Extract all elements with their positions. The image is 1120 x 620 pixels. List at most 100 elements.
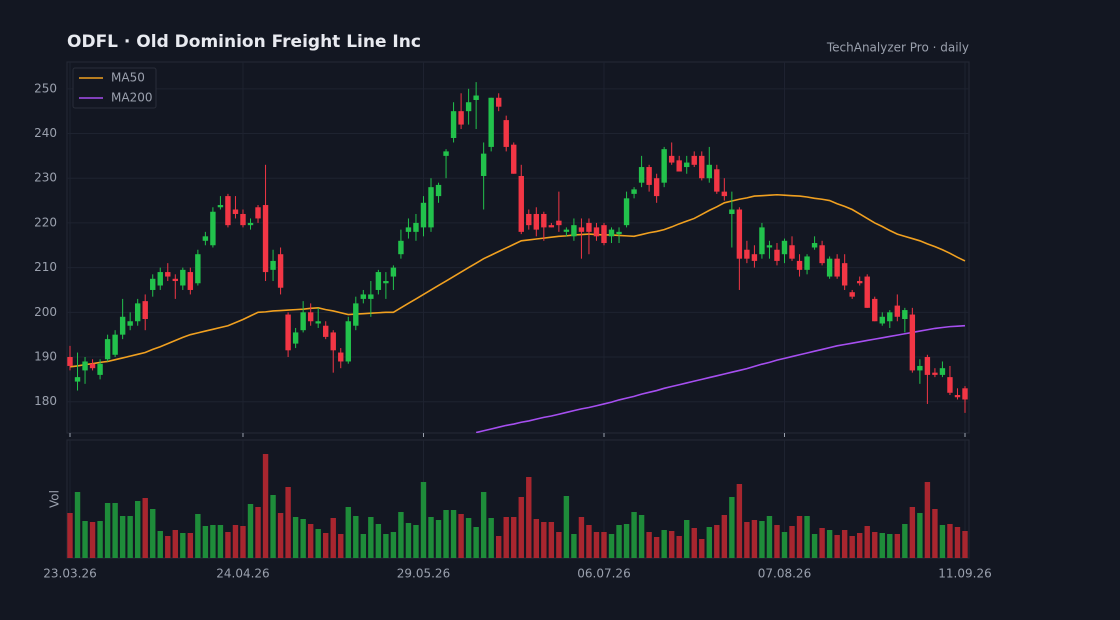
candle-body [180, 269, 186, 286]
candle-body [879, 316, 885, 324]
volume-bar [616, 525, 622, 558]
candle-body [435, 184, 442, 197]
candle-body [165, 272, 171, 277]
volume-bar [714, 525, 720, 558]
candle-body [586, 222, 592, 232]
y-tick-label: 250 [34, 81, 57, 95]
volume-bar [187, 533, 194, 558]
volume-bar [473, 527, 479, 558]
volume-bar [285, 487, 291, 558]
y-tick-label: 200 [34, 305, 57, 319]
candle-body [172, 278, 178, 282]
volume-bar [849, 536, 855, 558]
volume-bar [67, 513, 73, 558]
y-tick-label: 210 [34, 260, 57, 274]
legend: MA50 MA200 [72, 67, 157, 109]
volume-bar [398, 512, 404, 558]
x-tick-label: 29.05.26 [397, 567, 450, 581]
x-tick-label: 07.08.26 [758, 567, 811, 581]
chart-subtitle: TechAnalyzer Pro · daily [826, 41, 969, 55]
candle-body [413, 222, 419, 232]
candle-body [947, 377, 953, 393]
volume-bar [706, 527, 712, 558]
y-tick-label: 240 [34, 126, 57, 140]
candle-body [954, 395, 961, 398]
candle-body [684, 162, 690, 168]
volume-bar [202, 526, 209, 558]
volume-bar [676, 536, 682, 558]
volume-bar [480, 492, 487, 558]
volume-bar [661, 530, 667, 558]
candle-body [608, 229, 615, 237]
volume-bar [104, 503, 111, 558]
candle-body [932, 372, 938, 375]
candle-body [338, 352, 344, 362]
volume-bar [879, 533, 885, 558]
volume-bar [947, 524, 953, 558]
candle-body [774, 249, 780, 261]
volume-bar [134, 501, 141, 558]
volume-bar [465, 518, 472, 558]
candle-body [225, 196, 231, 226]
volume-bar [172, 530, 178, 558]
candle-body [262, 205, 269, 273]
volume-bar [443, 510, 449, 558]
candle-body [270, 260, 276, 270]
candle-body [646, 167, 652, 185]
candle-body [939, 368, 946, 375]
y-tick-label: 230 [34, 171, 57, 185]
volume-bar [270, 495, 276, 558]
candle-body [217, 205, 224, 208]
candle-body [360, 294, 367, 299]
candle-body [375, 272, 382, 290]
volume-bar [744, 522, 750, 558]
volume-bar [699, 539, 705, 558]
volume-bar [390, 532, 397, 558]
volume-bar [638, 515, 645, 558]
volume-bar [721, 515, 728, 558]
volume-bar [857, 533, 863, 558]
volume-bar [495, 536, 502, 558]
candle-body [428, 187, 434, 228]
candle-body [526, 213, 532, 226]
volume-bar [533, 519, 540, 558]
candle-body [473, 95, 479, 100]
volume-bar [578, 517, 585, 558]
volume-bar [902, 524, 908, 558]
candle-body [285, 314, 291, 351]
volume-bar [345, 507, 351, 558]
candle-body [368, 294, 374, 299]
volume-bar [646, 532, 652, 558]
candle-body [398, 240, 404, 255]
volume-bar [571, 534, 577, 558]
candle-body [766, 245, 773, 248]
volume-bar [909, 507, 916, 558]
candle-body [909, 314, 916, 371]
volume-bar [262, 454, 269, 558]
volume-bar [601, 532, 607, 558]
volume-bar [526, 477, 532, 558]
volume-bar [383, 534, 389, 558]
candle-body [917, 365, 923, 371]
candle-body [781, 240, 788, 255]
candle-body [751, 254, 758, 261]
volume-bar [593, 532, 600, 558]
candle-body [653, 178, 660, 197]
volume-bar [323, 533, 329, 558]
candle-body [857, 281, 863, 284]
volume-bar [917, 513, 923, 558]
volume-bar [210, 525, 216, 558]
volume-bar [330, 518, 336, 558]
candle-body [563, 229, 570, 232]
volume-bar [518, 497, 524, 558]
candle-body [796, 260, 803, 270]
candle-body [307, 312, 314, 322]
y-tick-label: 220 [34, 215, 57, 229]
volume-bar [360, 534, 367, 558]
grid: 180 190 200 210 220 230 240 250 23.03.26 24.04.26… [34, 62, 992, 581]
volume-bar [232, 525, 239, 558]
candle-body [691, 155, 697, 165]
volume-axis-label: Vol [48, 490, 62, 508]
volume-bar [586, 525, 592, 558]
